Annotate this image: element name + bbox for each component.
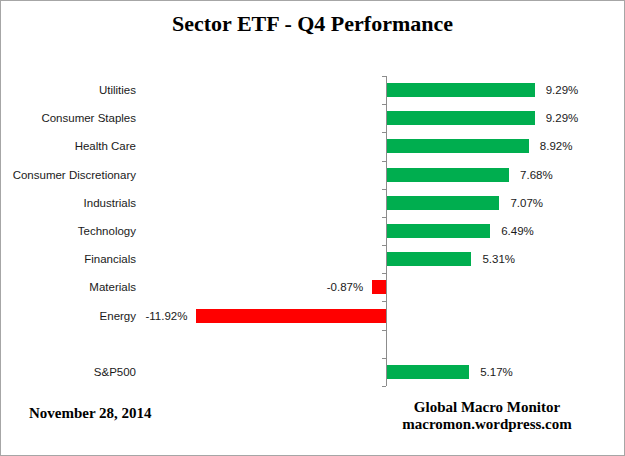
value-label: 9.29% xyxy=(546,110,579,126)
axis-tick xyxy=(382,386,386,387)
axis-tick xyxy=(382,161,386,162)
value-label: 5.17% xyxy=(480,364,513,380)
bar xyxy=(387,168,509,182)
category-label: Consumer Staples xyxy=(9,110,136,126)
value-label: 7.68% xyxy=(520,167,553,183)
value-label: -11.92% xyxy=(146,308,188,324)
axis-tick xyxy=(382,76,386,77)
category-label: Financials xyxy=(9,251,136,267)
footer-source-name: Global Macro Monitor xyxy=(351,399,623,416)
category-label: Utilities xyxy=(9,82,136,98)
axis-tick xyxy=(382,358,386,359)
bar xyxy=(387,111,535,125)
axis-tick xyxy=(382,301,386,302)
footer-date: November 28, 2014 xyxy=(29,405,152,422)
bar xyxy=(387,252,471,266)
category-label: Materials xyxy=(9,279,136,295)
axis-tick xyxy=(382,245,386,246)
axis-tick xyxy=(382,132,386,133)
bar xyxy=(387,139,529,153)
value-label: -0.87% xyxy=(327,279,363,295)
axis-tick xyxy=(382,104,386,105)
footer-source: Global Macro Monitor macromon.wordpress.… xyxy=(351,399,623,433)
axis-tick xyxy=(382,217,386,218)
category-label: Health Care xyxy=(9,138,136,154)
bar xyxy=(387,224,490,238)
category-label: Industrials xyxy=(9,195,136,211)
bar-chart-plot-area: Utilities 9.29% Consumer Staples 9.29% Healt… xyxy=(1,1,624,455)
bar xyxy=(372,280,386,294)
category-label: Consumer Discretionary xyxy=(9,167,136,183)
footer-source-url: macromon.wordpress.com xyxy=(351,416,623,433)
axis-tick xyxy=(382,330,386,331)
value-label: 7.07% xyxy=(510,195,543,211)
bar xyxy=(196,309,386,323)
axis-tick xyxy=(382,189,386,190)
category-label: S&P500 xyxy=(9,364,136,380)
chart-canvas: Sector ETF - Q4 Performance Utilities9.2… xyxy=(0,0,625,456)
category-label: Technology xyxy=(9,223,136,239)
bar xyxy=(387,196,499,210)
value-label: 6.49% xyxy=(501,223,534,239)
bar xyxy=(387,365,469,379)
value-axis xyxy=(386,76,387,386)
value-label: 8.92% xyxy=(540,138,573,154)
axis-tick xyxy=(382,273,386,274)
value-label: 5.31% xyxy=(482,251,515,267)
bar xyxy=(387,83,535,97)
category-label: Energy xyxy=(9,308,136,324)
value-label: 9.29% xyxy=(546,82,579,98)
